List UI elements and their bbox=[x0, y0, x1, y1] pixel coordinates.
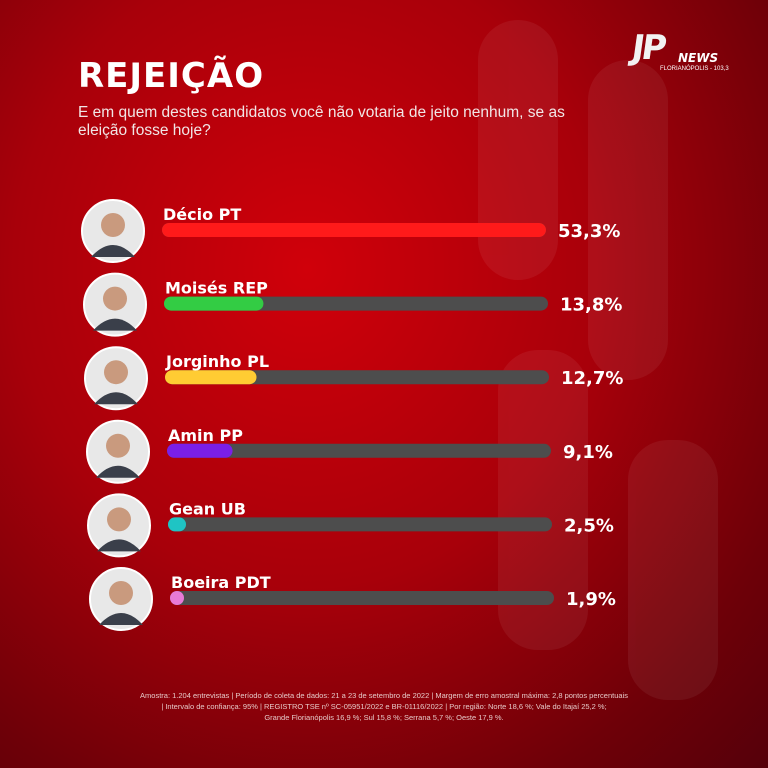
background-watermark bbox=[458, 20, 768, 720]
bar bbox=[164, 296, 264, 311]
candidate-photo-icon bbox=[107, 507, 131, 532]
bar bbox=[167, 443, 233, 458]
candidate-photo-body-icon bbox=[97, 539, 141, 552]
bar-category-label: Gean UB bbox=[169, 499, 246, 518]
candidate-photo-icon bbox=[106, 433, 130, 458]
bar-category-label: Moisés REP bbox=[165, 279, 268, 298]
candidate-photo-icon bbox=[109, 581, 133, 605]
jp-news-logo: JP NEWS FLORIANÓPOLIS - 103,3 bbox=[629, 28, 738, 76]
bar-category-label: Décio PT bbox=[163, 205, 241, 224]
candidate-photo-icon bbox=[101, 213, 125, 237]
bar-category-label: Amin PP bbox=[168, 426, 243, 445]
candidate-photo-body-icon bbox=[93, 318, 137, 331]
bar-value-label: 53,3% bbox=[558, 221, 620, 242]
candidate-photo-body-icon bbox=[94, 392, 138, 405]
footer-line-3: Grande Florianópolis 16,9 %; Sul 15,8 %;… bbox=[264, 713, 504, 722]
bar bbox=[168, 517, 187, 532]
candidate-photo-body-icon bbox=[96, 465, 140, 478]
bar-category-label: Jorginho PL bbox=[165, 352, 269, 371]
candidate-photo-icon bbox=[103, 286, 127, 311]
bar-value-label: 2,5% bbox=[564, 515, 614, 536]
candidate-photo-body-icon bbox=[99, 613, 143, 625]
bar-value-label: 9,1% bbox=[563, 442, 613, 463]
footer-line-1: Amostra: 1.204 entrevistas | Período de … bbox=[140, 691, 628, 700]
bar-track bbox=[170, 591, 554, 605]
page-title: REJEIÇÃO bbox=[78, 56, 265, 96]
methodology-footer: Amostra: 1.204 entrevistas | Período de … bbox=[90, 690, 678, 723]
bar-value-label: 12,7% bbox=[561, 368, 623, 389]
bar bbox=[162, 223, 546, 237]
logo-city: FLORIANÓPOLIS - 103,3 bbox=[660, 66, 729, 72]
bar-value-label: 13,8% bbox=[560, 295, 622, 316]
bar-track bbox=[168, 517, 552, 532]
footer-line-2: | Intervalo de confiança: 95% | REGISTRO… bbox=[161, 702, 607, 711]
bar-value-label: 1,9% bbox=[566, 589, 616, 610]
bar-track bbox=[167, 443, 551, 458]
candidate-photo-icon bbox=[104, 360, 128, 385]
bar-track bbox=[165, 370, 549, 385]
bar-category-label: Boeira PDT bbox=[171, 573, 271, 592]
bar bbox=[170, 591, 184, 605]
bar bbox=[165, 370, 257, 385]
logo-news: NEWS bbox=[678, 51, 719, 65]
page-subtitle: E em quem destes candidatos você não vot… bbox=[78, 104, 565, 139]
candidate-photo-body-icon bbox=[91, 245, 135, 257]
